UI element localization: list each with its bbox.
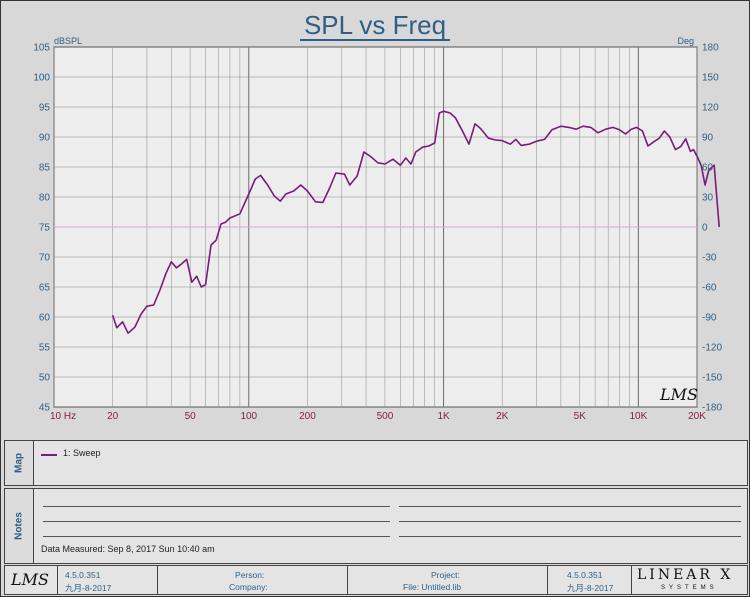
y-tick-label-left: 45	[39, 403, 51, 414]
note-line	[43, 521, 390, 522]
x-tick-label: 100	[240, 411, 257, 422]
legend-swatch-sweep	[41, 454, 57, 456]
y-tick-label-right: -90	[702, 313, 717, 324]
y-tick-label-left: 75	[39, 223, 51, 234]
y-tick-label-right: 150	[702, 73, 719, 84]
footer-version2-cell: 4.5.0.351 九月-8-2017	[547, 566, 632, 594]
y-ticks-right: -180 -150 -120 -90 -60 -30 0 30 60 90 120 150 180	[702, 43, 722, 414]
map-side: Map	[5, 441, 34, 485]
x-tick-label: 20	[107, 411, 119, 422]
y-tick-label-left: 90	[39, 133, 51, 144]
x-ticks: 10 Hz 20 50 100 200 500 1K 2K 5K 10K 20K	[50, 411, 706, 422]
note-line	[43, 506, 390, 507]
y-tick-label-left: 55	[39, 343, 51, 354]
y-tick-label-left: 85	[39, 163, 51, 174]
x-tick-label: 10K	[629, 411, 647, 422]
x-tick-label: 50	[185, 411, 197, 422]
note-line	[43, 536, 390, 537]
footer-project-cell: Project: File: Untitled.lib	[347, 566, 548, 594]
map-label: Map	[13, 453, 25, 473]
y-tick-label-left: 50	[39, 373, 51, 384]
y-tick-label-left: 70	[39, 253, 51, 264]
spl-vs-freq-chart: SPL vs Freq dBSPL Deg 45 50 55 60 65 70 75 80 85…	[33, 10, 722, 422]
x-tick-label: 500	[377, 411, 394, 422]
note-line	[399, 506, 741, 507]
y-tick-label-left: 80	[39, 193, 51, 204]
series-group	[111, 110, 720, 335]
y-tick-label-right: 0	[702, 223, 708, 234]
map-panel: Map 1: Sweep	[4, 440, 748, 486]
footer-logo-cell: LMS	[5, 566, 58, 594]
person-label: Person:	[235, 570, 265, 580]
note-line	[399, 521, 741, 522]
chart-title: SPL vs Freq	[304, 10, 446, 40]
file-label: File: Untitled.lib	[403, 582, 462, 592]
linearx-systems: SYSTEMS	[661, 585, 718, 591]
lms-watermark: LMS	[659, 385, 698, 404]
note-line	[399, 536, 741, 537]
y-tick-label-right: -180	[702, 403, 722, 414]
footer-person-cell: Person: Company:	[157, 566, 348, 594]
company-label: Company:	[229, 582, 268, 592]
y-tick-label-left: 60	[39, 313, 51, 324]
footer-version: 4.5.0.351	[65, 570, 101, 580]
y-tick-label-right: 60	[702, 163, 714, 174]
y-tick-label-left: 65	[39, 283, 51, 294]
y-tick-label-left: 100	[33, 73, 50, 84]
x-tick-label: 2K	[496, 411, 509, 422]
y-axis-label-right: Deg	[677, 36, 694, 46]
y-tick-label-left: 95	[39, 103, 51, 114]
y-ticks-left: 45 50 55 60 65 70 75 80 85 90 95 100 105	[33, 43, 50, 414]
y-tick-label-right: -30	[702, 253, 717, 264]
series-line-sweep	[111, 110, 720, 335]
footer-version-cell: 4.5.0.351 九月-8-2017	[57, 566, 158, 594]
notes-label: Notes	[13, 512, 25, 540]
y-tick-label-right: -150	[702, 373, 722, 384]
y-tick-label-left: 105	[33, 43, 50, 54]
y-tick-label-right: -120	[702, 343, 722, 354]
y-axis-label-left: dBSPL	[54, 36, 82, 46]
y-tick-label-right: -60	[702, 283, 717, 294]
legend-label-sweep: 1: Sweep	[63, 448, 101, 458]
notes-panel: Notes Data Measured: Sep 8, 2017 Sun 10:…	[4, 488, 748, 564]
x-tick-label: 200	[299, 411, 316, 422]
data-measured: Data Measured: Sep 8, 2017 Sun 10:40 am	[41, 544, 215, 554]
y-tick-label-right: 90	[702, 133, 714, 144]
linearx-logo: LINEAR X	[637, 567, 734, 583]
project-label: Project:	[431, 570, 460, 580]
y-tick-label-right: 180	[702, 43, 719, 54]
y-tick-label-right: 120	[702, 103, 719, 114]
footer-date: 九月-8-2017	[65, 583, 112, 593]
x-tick-label: 10 Hz	[50, 411, 76, 422]
notes-side: Notes	[5, 489, 34, 563]
x-tick-label: 1K	[437, 411, 450, 422]
x-tick-label: 20K	[688, 411, 706, 422]
lms-logo: LMS	[11, 570, 49, 589]
footer: LMS 4.5.0.351 九月-8-2017 Person: Company:…	[4, 565, 748, 595]
x-tick-label: 5K	[574, 411, 587, 422]
footer-version2: 4.5.0.351	[567, 570, 603, 580]
y-tick-label-right: 30	[702, 193, 714, 204]
footer-date2: 九月-8-2017	[567, 583, 614, 593]
